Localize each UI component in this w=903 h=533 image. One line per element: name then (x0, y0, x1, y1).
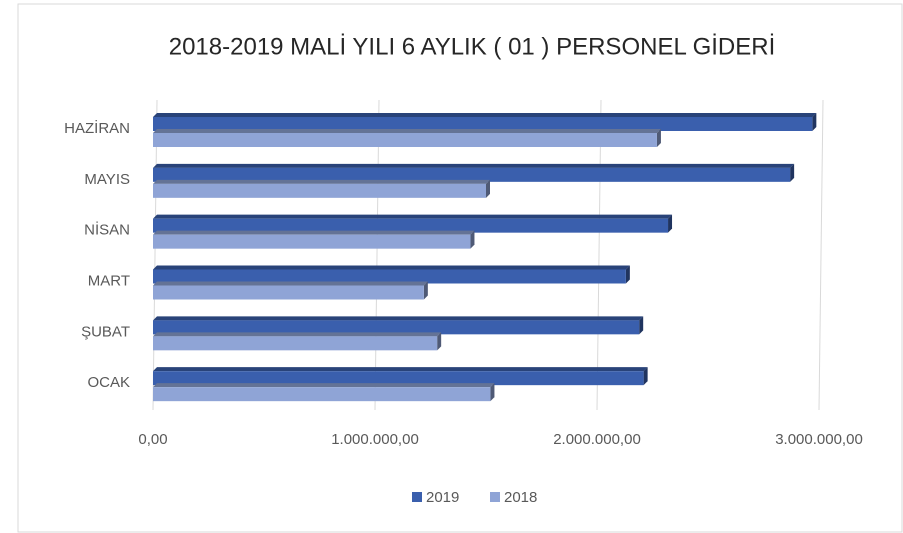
grid-line (818, 99, 824, 411)
y-tick-label: MAYIS (84, 171, 130, 188)
bar-top (153, 367, 648, 372)
y-tick-label: HAZİRAN (64, 119, 130, 137)
bar-top (153, 179, 490, 184)
bar-top (153, 265, 630, 270)
grid-line (152, 99, 158, 411)
bar-side (486, 179, 490, 198)
y-tick-label: MART (88, 272, 130, 289)
bar-side (437, 332, 442, 351)
y-tick-label: ŞUBAT (81, 323, 130, 340)
bar-top (153, 383, 495, 388)
bar-top (153, 230, 475, 235)
bar (153, 320, 640, 335)
bar (153, 167, 791, 182)
legend-swatch (412, 492, 422, 502)
x-tick-label: 1.000.000,00 (331, 431, 419, 448)
bar-top (153, 163, 795, 168)
bar (153, 234, 471, 249)
bar-side (490, 383, 495, 402)
bar (153, 371, 644, 386)
bar (153, 133, 657, 147)
bar-side (643, 367, 648, 386)
grid-line (596, 99, 602, 411)
bar-side (423, 281, 428, 300)
chart-title: 2018-2019 MALİ YILI 6 AYLIK ( 01 ) PERSO… (169, 33, 776, 60)
bar (153, 117, 813, 131)
bar-side (639, 316, 644, 335)
legend-label: 2019 (426, 489, 459, 506)
bar-top (153, 214, 673, 219)
bar-side (668, 214, 673, 233)
y-tick-label: NİSAN (84, 221, 130, 239)
bar-top (153, 129, 661, 133)
bar-top (153, 113, 817, 117)
bar (153, 387, 491, 402)
y-tick-label: OCAK (87, 374, 130, 391)
bar (153, 183, 486, 198)
bar-top (153, 332, 442, 337)
bar-side (470, 230, 475, 249)
x-tick-label: 2.000.000,00 (553, 431, 641, 448)
bar (153, 285, 424, 300)
x-tick-label: 3.000.000,00 (775, 431, 863, 448)
bar (153, 336, 438, 351)
grid-line (374, 99, 380, 411)
legend-swatch (490, 492, 500, 502)
bar-top (153, 281, 428, 286)
bar-side (812, 113, 817, 131)
legend-label: 2018 (504, 489, 537, 506)
bar (153, 269, 626, 284)
bar-side (656, 129, 661, 147)
bar-top (153, 316, 644, 321)
bar (153, 218, 669, 233)
bar-side (790, 163, 795, 182)
x-tick-label: 0,00 (138, 431, 167, 448)
bar-side (625, 265, 630, 284)
